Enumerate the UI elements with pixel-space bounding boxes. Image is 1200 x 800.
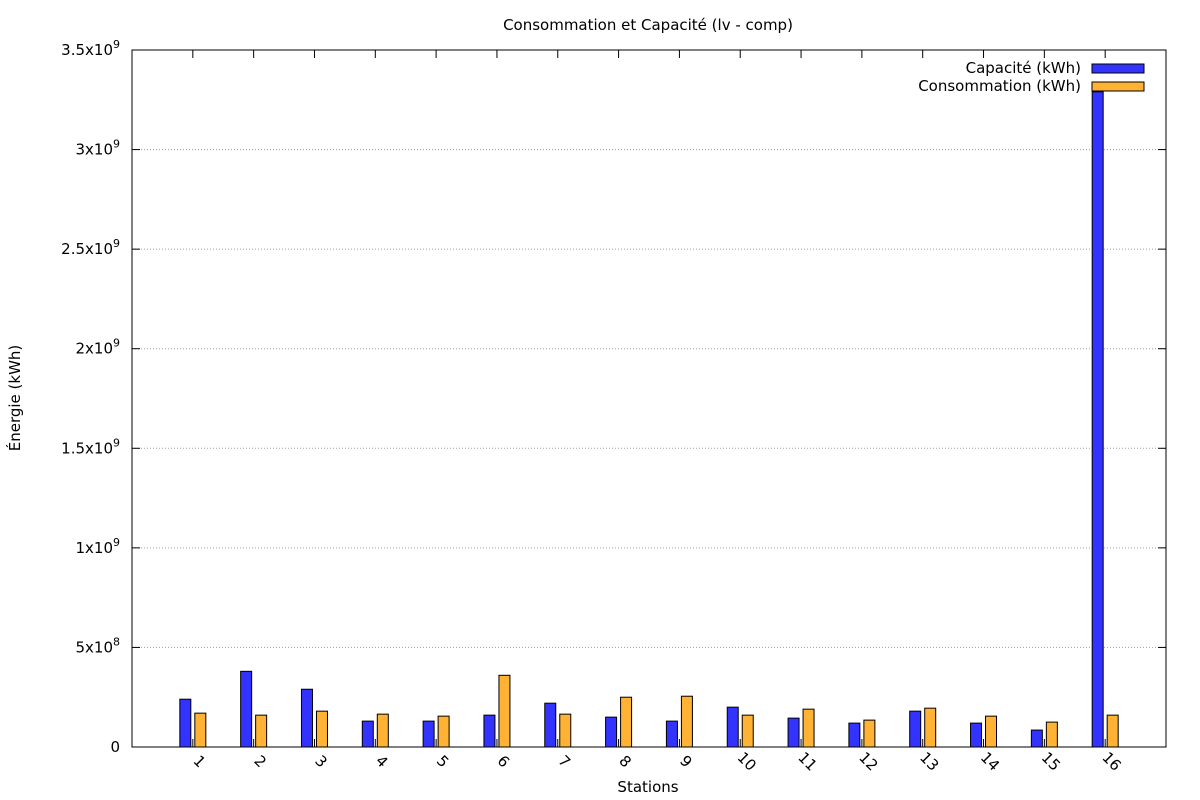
bar-capacite <box>605 716 618 748</box>
bar-capacite <box>483 714 496 748</box>
bar-capacite <box>909 710 922 748</box>
x-tick-label: 11 <box>794 748 820 774</box>
axis-ticks <box>132 49 1166 748</box>
legend-swatch <box>1091 63 1145 74</box>
x-tick-label: 3 <box>311 752 330 771</box>
bar-consommation <box>680 695 693 748</box>
legend-swatch <box>1091 81 1145 92</box>
x-tick-label: 16 <box>1099 748 1125 774</box>
bar-consommation <box>498 674 511 748</box>
bar-capacite <box>179 698 192 748</box>
bar-consommation <box>376 713 389 748</box>
y-tick-label: 1.5x109 <box>61 436 120 457</box>
y-axis-label: Énergie (kWh) <box>5 345 24 452</box>
x-tick-label: 7 <box>555 752 574 771</box>
y-tick-label: 3.5x109 <box>61 38 120 59</box>
x-axis-label: Stations <box>617 778 678 796</box>
x-tick-label: 1 <box>190 752 209 771</box>
x-tick-label: 10 <box>734 748 760 774</box>
bar-consommation <box>194 712 207 748</box>
bar-consommation <box>1045 721 1058 748</box>
bar-consommation <box>620 696 633 748</box>
bar-capacite <box>300 688 313 748</box>
bar-consommation <box>1106 714 1119 748</box>
bars <box>179 91 1119 748</box>
x-tick-label: 14 <box>977 748 1003 774</box>
bar-capacite <box>240 670 253 748</box>
x-tick-label: 9 <box>676 752 695 771</box>
x-tick-label: 13 <box>916 748 942 774</box>
legend-label: Capacité (kWh) <box>966 59 1081 77</box>
bar-consommation <box>802 708 815 748</box>
y-tick-label: 3x109 <box>75 138 120 159</box>
bar-capacite <box>544 702 557 748</box>
bar-capacite <box>1091 91 1104 748</box>
bar-capacite <box>361 720 374 748</box>
y-tick-labels: 0 5x108 1x109 1.5x109 2x109 2.5x109 3x109 3.5x1… <box>61 38 120 756</box>
y-tick-label: 5x108 <box>75 635 120 656</box>
bar-capacite <box>970 722 983 748</box>
x-tick-label: 5 <box>433 752 452 771</box>
plot-frame <box>131 49 1167 748</box>
bar-capacite <box>726 706 739 748</box>
x-tick-label: 4 <box>372 752 391 771</box>
grid-lines <box>132 149 1166 648</box>
y-tick-label: 1x109 <box>75 536 120 557</box>
bar-consommation <box>255 714 268 748</box>
bar-capacite <box>422 720 435 748</box>
x-tick-label: 2 <box>250 752 269 771</box>
bar-consommation <box>863 719 876 748</box>
bar-consommation <box>985 715 998 748</box>
chart-title: Consommation et Capacité (lv - comp) <box>503 16 793 34</box>
x-tick-labels: 1 2 3 4 5 6 7 8 9 10 11 12 13 14 15 16 <box>190 748 1125 774</box>
y-tick-label: 2.5x109 <box>61 237 120 258</box>
bar-capacite <box>848 722 861 748</box>
y-tick-label: 2x109 <box>75 337 120 358</box>
y-tick-label: 0 <box>110 738 120 756</box>
bar-capacite <box>1030 729 1043 748</box>
x-tick-label: 15 <box>1038 748 1064 774</box>
legend: Capacité (kWh)Consommation (kWh) <box>918 59 1145 95</box>
bar-capacite <box>665 720 678 748</box>
bar-consommation <box>437 715 450 748</box>
bar-consommation <box>741 714 754 748</box>
bar-capacite <box>787 717 800 748</box>
x-tick-label: 12 <box>855 748 881 774</box>
x-tick-label: 8 <box>615 752 634 771</box>
bar-consommation <box>315 710 328 748</box>
bar-consommation <box>924 707 937 748</box>
bar-consommation <box>559 713 572 748</box>
x-tick-label: 6 <box>494 752 513 771</box>
legend-label: Consommation (kWh) <box>918 77 1081 95</box>
